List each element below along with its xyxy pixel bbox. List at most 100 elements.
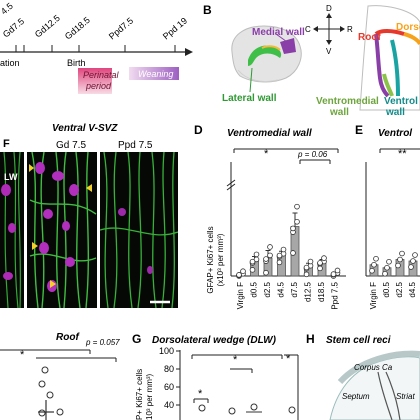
panel-letter-b: B xyxy=(203,3,212,17)
panel-letter-d: D xyxy=(194,123,203,137)
arrowheads xyxy=(29,164,92,288)
data-point xyxy=(290,250,296,256)
striatum-label: Striat xyxy=(396,392,415,401)
panel-f-title: Ventral V-SVZ xyxy=(52,123,118,134)
x-tick-label: d2.5 xyxy=(395,281,404,297)
g-y-axis-label: P+ Ki67+ cells 10³ per mm³) xyxy=(135,367,154,420)
panel-f: F Ventral V-SVZ Gd 7.5 Ppd 7.5 LW xyxy=(0,123,178,308)
x-tick-label: Virgin F xyxy=(236,282,245,310)
significance-stars: ** xyxy=(398,148,407,160)
data-point xyxy=(290,225,296,232)
data-point xyxy=(399,250,405,257)
data-point xyxy=(294,203,300,210)
ventromedial-wall-section xyxy=(382,73,394,97)
data-point xyxy=(410,258,416,264)
data-point xyxy=(371,261,377,268)
ventrolateral-wall-section xyxy=(390,39,400,97)
perinatal-label: Perinatal period xyxy=(83,70,121,91)
data-point xyxy=(267,252,273,259)
data-point xyxy=(369,267,375,274)
lateral-wall-label: Lateral wall xyxy=(222,93,277,104)
data-point xyxy=(321,255,327,261)
data-point xyxy=(317,260,323,266)
x-tick-label: Virgin F xyxy=(369,282,378,310)
data-point xyxy=(382,270,388,277)
data-point xyxy=(317,265,323,272)
data-point xyxy=(384,264,390,271)
timeline-tick: 4.5 xyxy=(0,1,15,17)
significance-star: * xyxy=(264,148,269,160)
roof-wall xyxy=(374,29,405,36)
x-tick-label: d12.5 xyxy=(304,281,313,302)
p-value: p = 0.06 xyxy=(297,150,328,159)
compass-rostral: R xyxy=(347,25,353,34)
panel-letter-h: H xyxy=(306,332,315,346)
data-point xyxy=(412,252,418,258)
compass-ventral: V xyxy=(326,47,332,56)
data-point xyxy=(236,272,242,278)
data-point xyxy=(408,264,414,270)
timeline-tick: Gd12.5 xyxy=(33,13,62,40)
data-point xyxy=(249,258,256,265)
g-tick: 40 xyxy=(164,400,174,410)
panel-e: E Ventrol ** Virgin F d0.5 d2.5 d4.5 xyxy=(355,123,420,309)
corpus-callosum-label: Corpus Ca xyxy=(354,363,393,372)
roof-significance: * xyxy=(20,349,25,361)
panel-roof: Roof * p = 0.057 xyxy=(0,332,120,420)
ventromedial-label: Ventromedial wall xyxy=(316,96,382,118)
medial-wall-label: Medial wall xyxy=(252,27,305,38)
g-significance: * xyxy=(286,353,291,365)
timeline-left-label: ation xyxy=(0,58,20,68)
panel-g-title: Dorsolateral wedge (DLW) xyxy=(152,335,277,346)
x-tick-label: d18.5 xyxy=(317,281,326,302)
panel-d-title: Ventromedial wall xyxy=(227,128,312,139)
x-tick-label: d0.5 xyxy=(250,281,259,297)
column-label-gd: Gd 7.5 xyxy=(56,140,86,151)
panel-letter-g: G xyxy=(132,332,141,346)
panel-d: D Ventromedial wall * p = 0.06 GFAP+ Ki6… xyxy=(194,123,346,310)
data-point xyxy=(267,244,273,250)
lw-label: LW xyxy=(4,172,18,182)
g-tick: 80 xyxy=(164,364,174,374)
medial-wall-shape xyxy=(280,38,296,54)
orientation-compass: D V C R xyxy=(305,4,353,56)
dorsolateral-label: Dorsol xyxy=(396,22,420,33)
data-point xyxy=(373,255,379,262)
x-tick-label: d7.5 xyxy=(290,281,299,297)
data-point xyxy=(263,256,269,262)
lateral-wall-shape xyxy=(248,45,282,66)
panel-e-title: Ventrol xyxy=(378,128,412,139)
g-tick: 100 xyxy=(159,346,174,356)
data-point xyxy=(330,271,337,277)
x-tick-label: d2.5 xyxy=(263,281,272,297)
panel-b: B Medial wall Lateral wall D V C R xyxy=(203,3,420,118)
birth-label: Birth xyxy=(67,58,86,68)
data-point xyxy=(240,268,246,274)
data-point xyxy=(303,264,310,271)
data-point xyxy=(263,269,269,276)
data-point xyxy=(386,258,392,265)
panel-letter-e: E xyxy=(355,123,363,137)
x-tick-label: Ppd 7.5 xyxy=(331,281,340,309)
x-tick-label: d4.5 xyxy=(277,281,286,297)
g-significance: * xyxy=(233,354,238,366)
data-point xyxy=(276,259,283,266)
x-tick-label: d0.5 xyxy=(382,281,391,297)
data-point xyxy=(294,218,300,225)
septum-label: Septum xyxy=(342,392,370,401)
data-point xyxy=(307,258,314,265)
x-tick-label: d4.5 xyxy=(408,281,417,297)
panel-h-title: Stem cell reci xyxy=(326,335,391,346)
data-point xyxy=(397,256,403,263)
ventrolateral-label: Ventrol wall xyxy=(384,96,420,118)
data-point xyxy=(395,262,401,269)
panel-letter-f: F xyxy=(3,138,10,150)
g-significance: * xyxy=(198,388,203,400)
medial-wall-section xyxy=(374,33,390,98)
data-point xyxy=(249,267,256,273)
timeline-tick: Gd7.5 xyxy=(1,16,26,39)
roof-title: Roof xyxy=(56,332,80,343)
weaning-label: Weaning xyxy=(138,69,173,79)
y-axis-unit: (x10³ per mm³) xyxy=(216,233,225,286)
